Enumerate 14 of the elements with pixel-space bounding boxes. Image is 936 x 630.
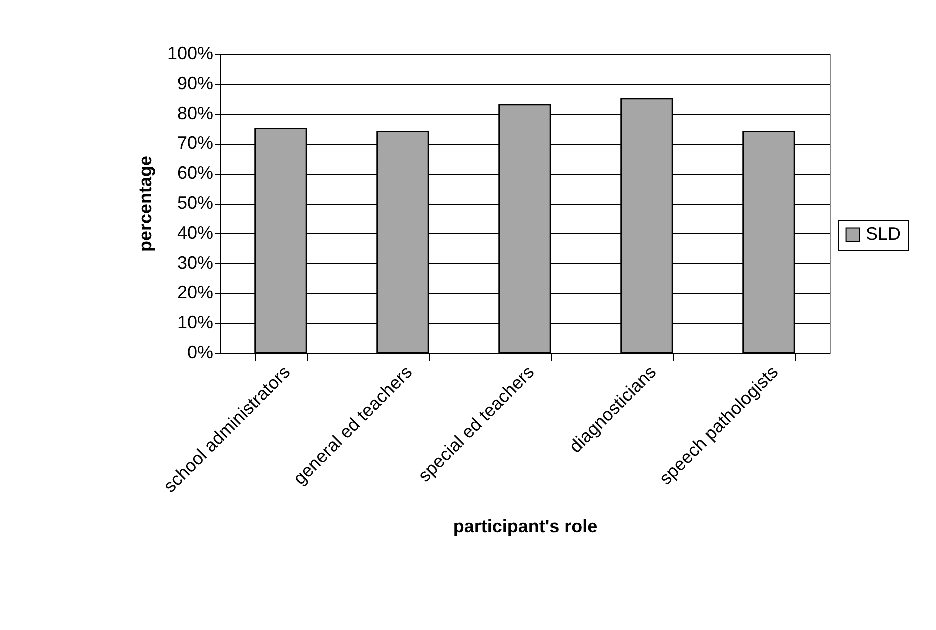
y-tick-label: 100% (167, 44, 214, 64)
y-tick-label: 40% (177, 222, 214, 243)
y-tick-label: 20% (177, 282, 214, 303)
y-tick-label: 90% (177, 73, 214, 94)
y-tick-label: 80% (177, 103, 214, 124)
y-tick-label: 50% (177, 193, 214, 213)
y-tick-label: 0% (187, 342, 214, 362)
y-tick-label: 70% (177, 133, 214, 154)
y-tick-label: 30% (177, 252, 214, 273)
legend-label: SLD (866, 224, 902, 244)
y-tick-label: 10% (177, 312, 214, 333)
y-tick-label: 60% (177, 163, 214, 184)
x-axis-title: participant's role (453, 516, 598, 536)
y-axis-title: percentage (135, 156, 156, 252)
